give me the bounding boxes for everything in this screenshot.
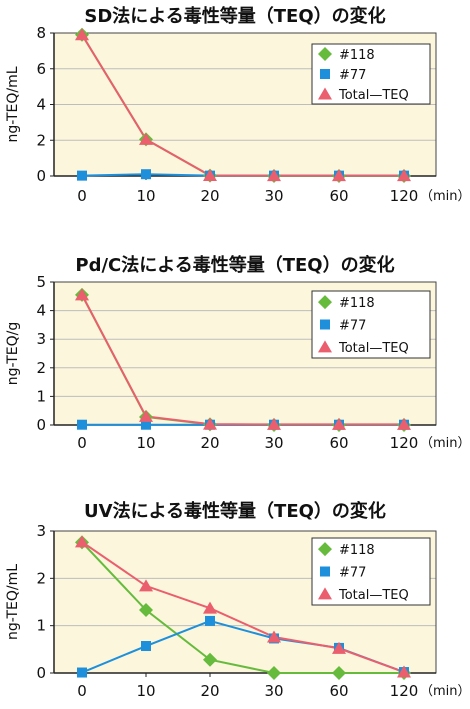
x-tick-label: 120 bbox=[390, 682, 419, 700]
series-line-diamond bbox=[81, 541, 404, 674]
x-axis-unit: （min） bbox=[420, 684, 470, 699]
legend-marker-diamond bbox=[318, 295, 332, 310]
x-tick-label: 10 bbox=[136, 187, 155, 205]
data-point-triangle bbox=[203, 168, 217, 181]
legend-marker-square bbox=[320, 319, 330, 330]
data-point-triangle bbox=[139, 409, 153, 422]
chart-panel-2: Pd/C法による毒性等量（TEQ）の変化 0 1 2 3 4 5 ng-TEQ/g 0 10 20 3… bbox=[5, 254, 470, 452]
data-point-triangle bbox=[332, 417, 346, 430]
data-point-triangle bbox=[75, 28, 89, 41]
legend-marker-diamond bbox=[318, 542, 332, 557]
x-tick-label: 120 bbox=[390, 187, 419, 205]
legend-marker-square bbox=[320, 566, 330, 577]
data-point-triangle bbox=[332, 169, 346, 182]
data-point-square bbox=[141, 641, 151, 652]
data-point-triangle bbox=[397, 665, 411, 678]
x-tick-label: 10 bbox=[136, 682, 155, 700]
y-tick-label: 1 bbox=[36, 617, 46, 635]
data-point-triangle bbox=[397, 417, 411, 430]
x-axis-unit: （min） bbox=[420, 189, 470, 204]
data-point-square bbox=[77, 667, 87, 678]
x-tick-label: 20 bbox=[200, 187, 219, 205]
legend-label: Total—TEQ bbox=[338, 341, 409, 356]
chart-title: Pd/C法による毒性等量（TEQ）の変化 bbox=[75, 254, 394, 276]
data-point-triangle bbox=[267, 417, 281, 430]
data-point-square bbox=[141, 419, 151, 430]
x-tick-label: 20 bbox=[200, 682, 219, 700]
series-line-triangle bbox=[81, 541, 405, 673]
data-point-square bbox=[205, 615, 215, 626]
legend-label: #118 bbox=[339, 48, 375, 63]
legend-marker-triangle bbox=[318, 587, 332, 600]
data-point-square bbox=[77, 419, 87, 430]
x-tick-label: 60 bbox=[329, 682, 348, 700]
y-tick-label: 0 bbox=[36, 416, 46, 434]
x-tick-label: 0 bbox=[77, 682, 87, 700]
data-point-triangle bbox=[139, 579, 153, 592]
y-tick-label: 2 bbox=[36, 359, 46, 377]
legend-marker-triangle bbox=[318, 87, 332, 100]
data-point-triangle bbox=[267, 169, 281, 182]
y-tick-label: 3 bbox=[36, 522, 46, 540]
y-axis-label: ng-TEQ/g bbox=[5, 322, 21, 386]
legend-label: #118 bbox=[339, 543, 375, 558]
y-axis-label: ng-TEQ/mL bbox=[5, 564, 21, 640]
chart-title: SD法による毒性等量（TEQ）の変化 bbox=[84, 5, 385, 27]
data-point-diamond bbox=[203, 652, 217, 667]
legend-label: #77 bbox=[339, 68, 366, 83]
x-tick-label: 0 bbox=[77, 434, 87, 452]
legend-label: #118 bbox=[339, 296, 375, 311]
legend-label: Total—TEQ bbox=[338, 588, 409, 603]
x-tick-label: 30 bbox=[264, 187, 283, 205]
chart-title: UV法による毒性等量（TEQ）の変化 bbox=[84, 500, 386, 522]
data-point-triangle bbox=[332, 641, 346, 654]
legend-marker-triangle bbox=[318, 340, 332, 353]
series-line-triangle bbox=[81, 294, 404, 426]
data-point-square bbox=[141, 169, 151, 180]
x-tick-label: 30 bbox=[264, 682, 283, 700]
legend-marker-diamond bbox=[318, 47, 332, 61]
data-point-diamond bbox=[139, 603, 153, 618]
y-tick-label: 3 bbox=[36, 330, 46, 348]
x-tick-label: 60 bbox=[329, 187, 348, 205]
data-point-triangle bbox=[203, 417, 217, 430]
y-tick-label: 5 bbox=[36, 273, 46, 291]
data-point-square bbox=[77, 170, 87, 181]
data-point-triangle bbox=[139, 132, 153, 145]
legend-marker-square bbox=[320, 69, 330, 79]
y-tick-label: 0 bbox=[36, 167, 46, 185]
y-tick-label: 1 bbox=[36, 387, 46, 405]
y-tick-label: 4 bbox=[36, 96, 46, 114]
x-tick-label: 20 bbox=[200, 434, 219, 452]
legend-label: Total—TEQ bbox=[338, 88, 409, 103]
series-line-triangle bbox=[81, 34, 404, 177]
y-tick-label: 6 bbox=[36, 60, 46, 78]
x-tick-label: 60 bbox=[329, 434, 348, 452]
chart-panel-1: SD法による毒性等量（TEQ）の変化 0 2 4 6 8 ng-TEQ/mL 0 10 20 30 6… bbox=[5, 5, 470, 205]
data-point-triangle bbox=[397, 169, 411, 182]
data-point-triangle bbox=[267, 630, 281, 643]
y-tick-label: 2 bbox=[36, 131, 46, 149]
legend-label: #77 bbox=[339, 566, 366, 581]
legend-label: #77 bbox=[339, 319, 366, 334]
x-tick-label: 0 bbox=[77, 187, 87, 205]
y-tick-label: 0 bbox=[36, 664, 46, 682]
x-tick-label: 120 bbox=[390, 434, 419, 452]
x-tick-label: 30 bbox=[264, 434, 283, 452]
y-tick-label: 8 bbox=[36, 24, 46, 42]
x-tick-label: 10 bbox=[136, 434, 155, 452]
data-point-diamond bbox=[267, 666, 281, 680]
chart-panel-3: UV法による毒性等量（TEQ）の変化 0 1 2 3 ng-TEQ/mL 0 10 20 30 60… bbox=[5, 500, 470, 700]
y-tick-label: 4 bbox=[36, 302, 46, 320]
x-axis-unit: （min） bbox=[420, 436, 470, 451]
y-axis-label: ng-TEQ/mL bbox=[5, 66, 21, 142]
y-tick-label: 2 bbox=[36, 569, 46, 587]
data-point-diamond bbox=[332, 666, 346, 680]
data-point-triangle bbox=[75, 288, 89, 301]
data-point-triangle bbox=[75, 535, 89, 548]
data-point-triangle bbox=[203, 601, 217, 614]
